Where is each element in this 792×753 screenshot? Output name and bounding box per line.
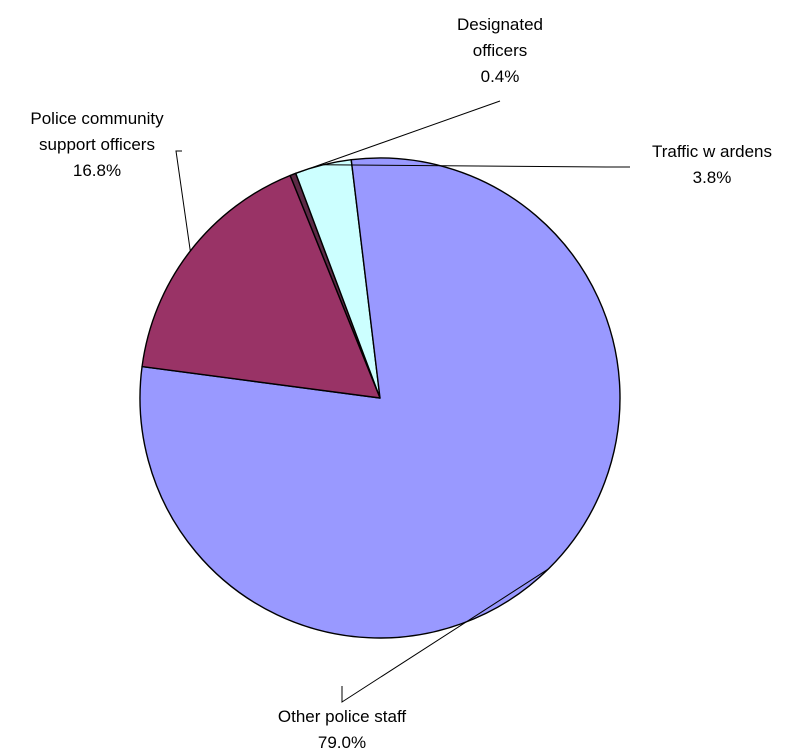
leader-line [175, 150, 191, 252]
slice-percent: 16.8% [73, 161, 121, 180]
slice-percent: 79.0% [318, 733, 366, 752]
slice-name: Traffic w ardens [652, 142, 772, 161]
slice-name: officers [473, 41, 528, 60]
slice-percent: 0.4% [481, 67, 520, 86]
leader-line [341, 568, 550, 703]
slice-name: Police community [30, 109, 164, 128]
slice-name: support officers [39, 135, 155, 154]
slice-label: Traffic w ardens 3.8% [652, 142, 772, 187]
slice-label: Police community support officers 16.8% [30, 109, 164, 180]
pie-slice [141, 174, 381, 399]
pie-slices [139, 157, 621, 639]
slice-percent: 3.8% [693, 168, 732, 187]
slice-label: Designated officers 0.4% [457, 15, 543, 86]
slice-labels: Designated officers 0.4% Traffic w ardens 3.… [30, 15, 772, 752]
leader-lines [175, 100, 630, 703]
leader-line [323, 164, 630, 168]
slice-name: Other police staff [278, 707, 406, 726]
slice-name: Designated [457, 15, 543, 34]
slice-label: Other police staff 79.0% [278, 707, 406, 752]
leader-line [292, 100, 501, 175]
